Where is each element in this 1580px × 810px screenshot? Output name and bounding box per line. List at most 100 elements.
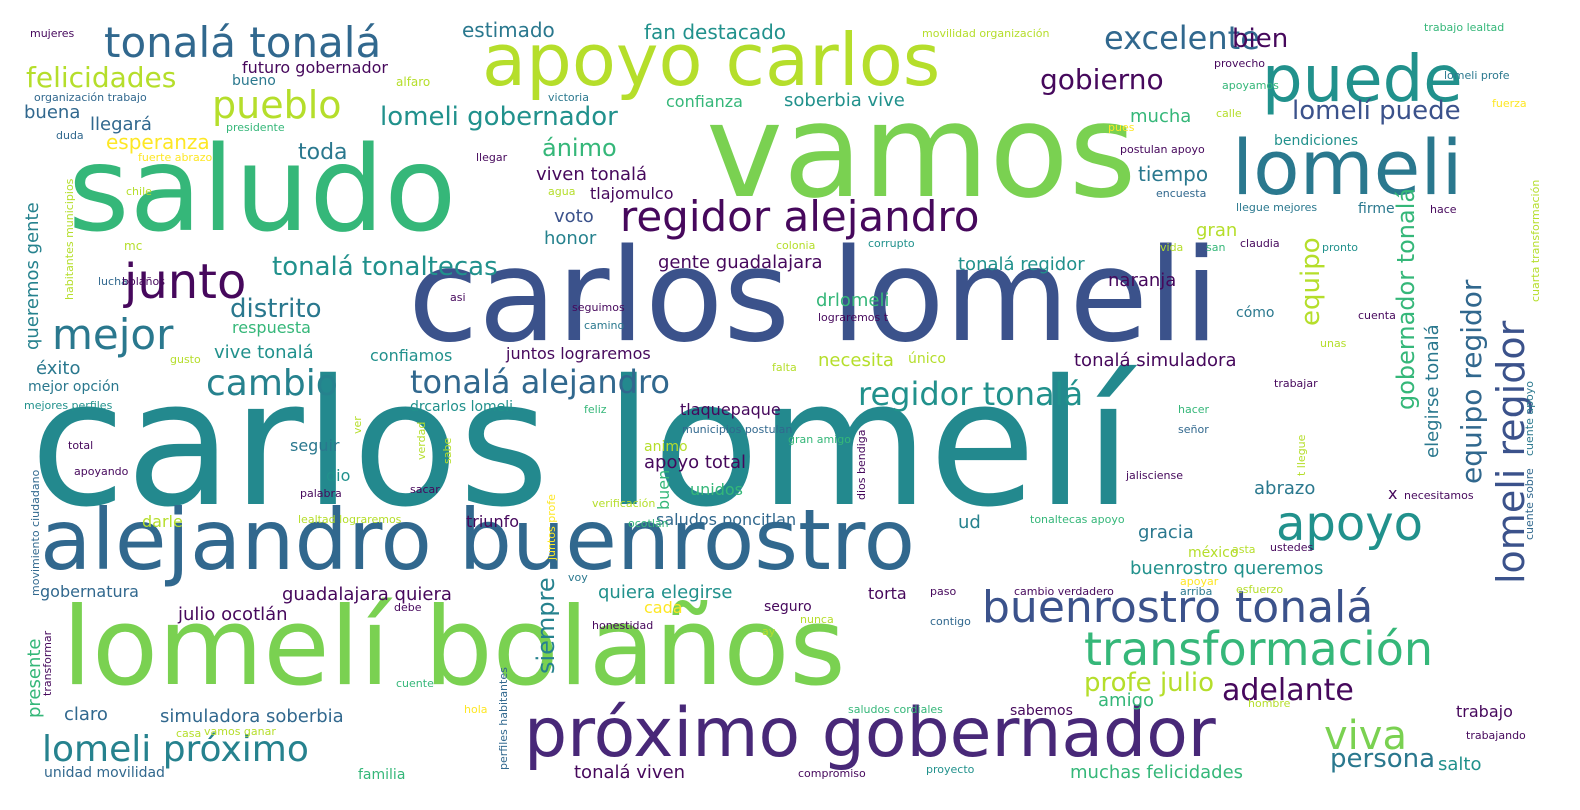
word-guadalajara-quiera: guadalajara quiera <box>282 584 452 605</box>
word-agua: agua <box>548 185 576 198</box>
word-mejor-opcion: mejor opción <box>28 379 120 395</box>
word-honor: honor <box>544 228 597 249</box>
word-victoria: victoria <box>548 91 589 104</box>
word-bolanos: bolaños <box>122 275 165 288</box>
word-quiera-elegirse: quiera elegirse <box>598 582 733 603</box>
word-buenrostro-tonala: buenrostro tonalá <box>982 582 1374 633</box>
word-como: cómo <box>1236 305 1275 321</box>
word-buena: buena <box>24 102 81 123</box>
word-elegirse-tonala: elegirse tonalá <box>1422 324 1443 458</box>
word-lucha: lucha <box>98 275 128 288</box>
word-x: x <box>1388 484 1398 503</box>
word-mejor: mejor <box>52 310 174 359</box>
word-total: total <box>68 439 94 452</box>
word-nunca: nunca <box>800 613 834 626</box>
word-asta: asta <box>1232 543 1256 556</box>
word-lomeli-bolanos: lomelí bolaños <box>62 585 846 710</box>
word-duda: duda <box>56 129 84 142</box>
word-saludos-poncitlan: saludos poncitlan <box>656 510 797 529</box>
word-alejandro-buenrostro: alejandro buenrostro <box>40 491 915 589</box>
word-mexico: méxico <box>1188 545 1239 561</box>
word-ocotlan: ocotlán <box>628 517 669 530</box>
word-fan-destacado: fan destacado <box>644 20 787 44</box>
word-muchas-felicidades: muchas felicidades <box>1070 762 1244 783</box>
word-bueno: bueno <box>232 73 276 89</box>
word-tonala-tonala: tonalá tonalá <box>104 18 382 67</box>
word-necesita: necesita <box>818 350 894 371</box>
word-casa: casa <box>176 727 202 740</box>
word-siempre: siempre <box>532 577 560 674</box>
word-persona: persona <box>1330 744 1436 774</box>
word-habitantes-municipios: habitantes municipios <box>63 178 76 300</box>
word-animo: ánimo <box>542 134 617 162</box>
word-seguir: seguir <box>290 436 340 455</box>
word-ustedes: ustedes <box>1270 541 1314 554</box>
word-apoyar: apoyar <box>1180 575 1219 588</box>
word-felicidades: felicidades <box>26 61 177 94</box>
word-ud: ud <box>958 512 981 533</box>
word-encuesta: encuesta <box>1156 187 1207 200</box>
word-fuerza: fuerza <box>1492 97 1527 110</box>
word-lealtad-lograremos: lealtad lograremos <box>298 513 402 526</box>
word-confiamos: confiamos <box>370 346 453 365</box>
word-lomeli: lomeli <box>1232 123 1463 212</box>
word-naranja: naranja <box>1108 270 1177 291</box>
word-sabe: sabe <box>441 437 454 464</box>
word-gobernatura: gobernatura <box>40 582 139 601</box>
word-cuente-apoyo: cuente apoyo <box>1523 380 1536 456</box>
word-verdad: verdad <box>415 421 428 460</box>
word-seguro: seguro <box>764 599 812 615</box>
word-trabajo: trabajo <box>1456 702 1513 721</box>
word-t-llegue: t llegue <box>1295 434 1308 476</box>
word-organizacion-trabajo: organización trabajo <box>34 91 147 104</box>
word-cuente-sobre: cuente sobre <box>1523 468 1536 540</box>
word-distrito: distrito <box>230 294 322 324</box>
word-claro: claro <box>64 704 108 725</box>
word-amigo: amigo <box>1098 690 1155 711</box>
word-gobierno: gobierno <box>1040 63 1164 96</box>
word-dios-bendiga: dios bendiga <box>855 429 868 500</box>
word-voy: voy <box>568 571 588 584</box>
word-contigo: contigo <box>930 615 971 628</box>
word-trabajando: trabajando <box>1466 729 1526 742</box>
word-asi: asi <box>450 291 466 304</box>
word-equipo: equipo <box>1296 237 1326 326</box>
word-torta: torta <box>868 584 907 603</box>
word-necesitamos: necesitamos <box>1404 489 1474 502</box>
word-excelente: excelente <box>1104 19 1260 57</box>
word-saludo: saludo <box>68 120 457 258</box>
word-senor: señor <box>1178 423 1209 436</box>
word-transformacion: transformación <box>1084 622 1434 676</box>
word-tiempo: tiempo <box>1138 162 1209 186</box>
word-mucha: mucha <box>1130 106 1192 127</box>
word-camino: camino <box>584 319 625 332</box>
word-tonaltecas-apoyo: tonaltecas apoyo <box>1030 513 1125 526</box>
word-llegue-mejores: llegue mejores <box>1236 201 1318 214</box>
word-cuarta-transformacion: cuarta transformación <box>1529 179 1542 302</box>
word-lograremos-t: lograremos t <box>818 311 889 324</box>
word-juntos-lograremos: juntos lograremos <box>506 344 651 363</box>
word-cuente: cuente <box>396 677 434 690</box>
word-cuenta: cuenta <box>1358 309 1396 322</box>
word-viva: viva <box>1324 713 1407 759</box>
word-fuerte-abrazo: fuerte abrazo <box>138 151 213 164</box>
word-vamos: vamos <box>706 75 1137 227</box>
word-tlaquepaque: tlaquepaque <box>680 400 781 419</box>
word-claudia: claudia <box>1240 237 1280 250</box>
word-carlos-lomeli: carlos lomeli <box>408 222 1220 371</box>
word-carlos-lomeli-accented: carlos lomelí <box>30 343 1133 546</box>
word-confianza: confianza <box>666 92 743 111</box>
word-tonala-tonaltecas: tonalá tonaltecas <box>272 252 498 282</box>
word-buenrostro-queremos: buenrostro queremos <box>1130 558 1324 579</box>
word-gran-amigo: gran amigo <box>788 433 851 446</box>
word-unidad-movilidad: unidad movilidad <box>44 765 165 781</box>
word-unas: unas <box>1320 337 1347 350</box>
word-llegara: llegará <box>90 114 152 135</box>
word-gobernador-tonala: gobernador tonalá <box>1392 187 1420 410</box>
word-sacar: sacar <box>410 483 440 496</box>
word-apoyando: apoyando <box>74 465 129 478</box>
word-esperanza: esperanza <box>106 130 210 154</box>
word-alfaro: alfaro <box>396 75 431 89</box>
word-mejores-perfiles: mejores perfiles <box>24 399 113 412</box>
word-buen: buen <box>654 469 673 510</box>
